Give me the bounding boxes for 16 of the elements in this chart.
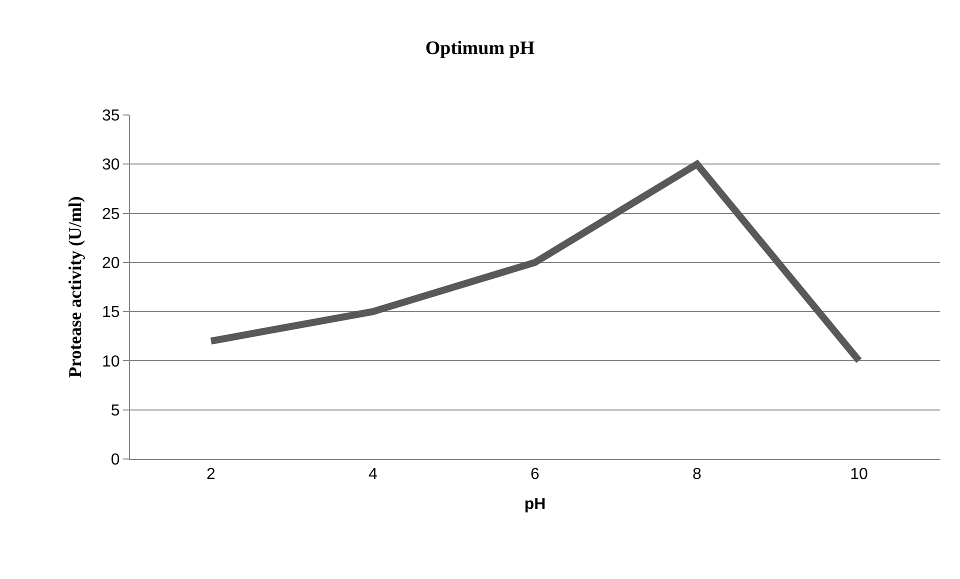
y-tick-label: 0 xyxy=(110,452,120,469)
y-tick-label: 5 xyxy=(110,402,120,420)
x-tick-label: 10 xyxy=(850,466,868,484)
x-tick-label: 2 xyxy=(206,466,216,484)
x-tick-label: 8 xyxy=(692,466,702,484)
y-tick-label: 20 xyxy=(102,255,120,272)
y-tick-label: 30 xyxy=(102,156,120,174)
x-tick-label: 6 xyxy=(530,466,540,484)
chart-title: Optimum pH xyxy=(425,38,535,59)
y-axis-title: Protease activity (U/ml) xyxy=(65,196,86,378)
x-axis-title: pH xyxy=(524,496,546,513)
y-tick-label: 15 xyxy=(102,304,120,322)
y-tick-label: 10 xyxy=(102,353,120,370)
y-tick-label: 35 xyxy=(102,108,120,125)
x-tick-label: 4 xyxy=(368,466,378,484)
y-tick-label: 25 xyxy=(102,206,120,223)
